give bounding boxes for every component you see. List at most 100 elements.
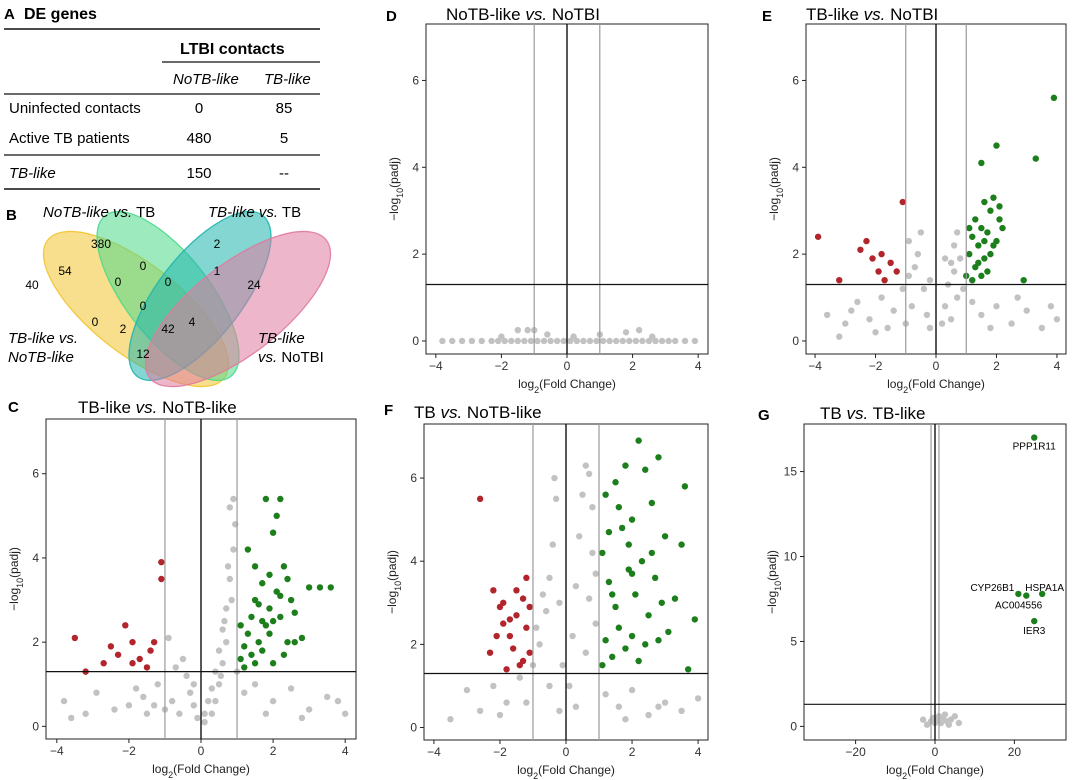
data-point-up — [237, 622, 244, 629]
venn-count: 4 — [189, 315, 196, 329]
data-point-up — [1031, 434, 1038, 441]
data-point-ns — [589, 549, 596, 557]
data-point-ns — [501, 337, 508, 345]
data-point-ns — [911, 263, 919, 271]
data-point-ns — [969, 298, 976, 306]
data-point-up — [273, 512, 280, 520]
data-point-ns — [908, 303, 916, 310]
data-point-down — [129, 660, 136, 667]
gene-label: PPP1R11 — [1013, 442, 1057, 453]
data-point-up — [966, 250, 973, 258]
y-tick-label: 6 — [792, 73, 799, 87]
data-point-up — [990, 194, 997, 201]
data-point-up — [259, 580, 266, 587]
data-point-ns — [854, 298, 861, 306]
data-point-ns — [230, 546, 237, 553]
y-tick-label: 0 — [410, 721, 417, 735]
y-tick-label: 5 — [790, 634, 797, 648]
data-point-ns — [201, 718, 208, 726]
y-tick-label: 2 — [792, 247, 799, 261]
data-point-ns — [941, 711, 949, 718]
data-point-ns — [556, 599, 563, 606]
data-point-ns — [589, 503, 596, 511]
data-point-down — [150, 638, 158, 646]
data-point-ns — [230, 495, 237, 503]
data-point-ns — [503, 699, 510, 706]
data-point-up — [615, 624, 623, 631]
data-point-up — [277, 592, 284, 600]
data-point-down — [107, 643, 115, 650]
data-point-ns — [593, 337, 600, 345]
x-tick-label: −2 — [122, 744, 136, 758]
gene-label: AC004556 — [995, 601, 1043, 612]
data-point-down — [526, 603, 533, 611]
data-point-ns — [223, 638, 230, 646]
table-cell: 480 — [186, 130, 211, 147]
data-point-up — [981, 255, 988, 262]
data-point-down — [513, 612, 520, 619]
gene-label: CYP26B1 — [970, 583, 1014, 594]
data-point-ns — [1047, 303, 1055, 310]
data-point-ns — [544, 331, 551, 338]
data-point-ns — [848, 307, 855, 314]
data-point-ns — [556, 707, 563, 715]
venn-count: 0 — [92, 315, 99, 329]
data-point-up — [1015, 590, 1022, 598]
data-point-down — [814, 233, 822, 240]
data-point-ns — [993, 303, 1000, 310]
data-point-ns — [639, 337, 646, 345]
data-point-up — [605, 578, 613, 586]
x-tick-label: −4 — [808, 359, 822, 373]
data-point-ns — [987, 324, 994, 332]
data-point-ns — [592, 620, 599, 627]
panel-label-e: E — [762, 8, 772, 25]
data-point-up — [305, 584, 313, 591]
data-point-ns — [905, 272, 912, 280]
data-point-ns — [945, 721, 953, 728]
data-point-up — [612, 603, 619, 611]
data-point-ns — [262, 710, 270, 717]
data-point-up — [609, 653, 616, 661]
data-point-ns — [586, 337, 594, 345]
data-point-ns — [566, 682, 573, 690]
data-point-up — [605, 528, 613, 536]
y-tick-label: 4 — [32, 551, 39, 565]
data-point-down — [114, 651, 122, 658]
data-point-ns — [298, 714, 306, 722]
data-point-ns — [823, 311, 831, 319]
data-point-up — [298, 634, 306, 642]
data-point-ns — [576, 533, 583, 540]
data-point-up — [259, 617, 266, 625]
data-point-ns — [168, 697, 176, 705]
data-point-ns — [551, 474, 558, 482]
venn-count: 2 — [214, 237, 221, 251]
data-point-up — [262, 622, 270, 629]
data-point-ns — [516, 674, 523, 681]
chart-title: TB-like vs. NoTBI — [806, 5, 938, 24]
data-point-up — [651, 574, 659, 582]
data-point-up — [648, 549, 656, 557]
data-point-up — [255, 601, 262, 608]
data-point-ns — [476, 707, 484, 715]
data-point-down — [503, 666, 510, 673]
data-point-up — [975, 259, 982, 267]
table-row-label: TB-like — [9, 165, 56, 182]
data-point-up — [255, 638, 262, 646]
data-point-up — [972, 216, 979, 223]
data-point-up — [969, 276, 976, 284]
data-point-up — [266, 571, 273, 578]
venn-count: 380 — [91, 237, 111, 251]
data-point-ns — [960, 285, 967, 293]
data-point-ns — [212, 697, 219, 705]
data-point-ns — [619, 337, 626, 345]
data-point-up — [1023, 592, 1030, 599]
data-point-ns — [622, 716, 629, 723]
data-point-up — [987, 250, 994, 258]
data-point-up — [984, 229, 991, 236]
data-point-ns — [552, 495, 560, 503]
data-point-up — [987, 207, 994, 214]
data-point-ns — [681, 337, 689, 345]
data-point-up — [280, 651, 288, 658]
x-tick-label: −4 — [427, 745, 441, 759]
venn-count: 54 — [58, 264, 72, 278]
